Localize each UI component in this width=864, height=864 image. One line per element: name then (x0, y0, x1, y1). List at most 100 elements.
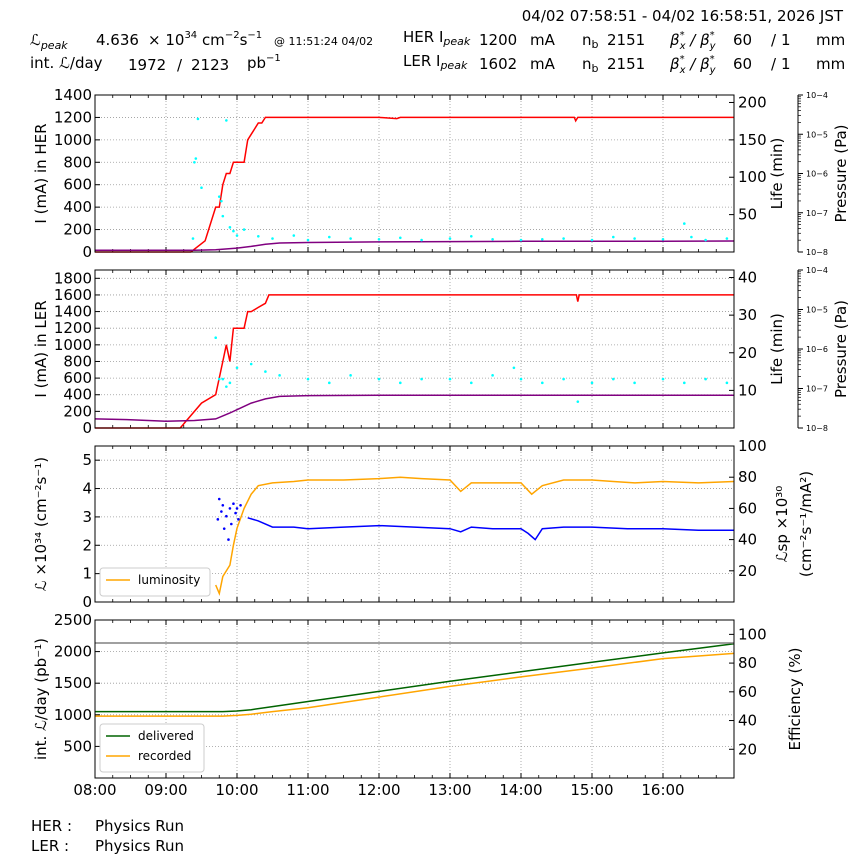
status-her: HER : Physics Run (31, 817, 184, 835)
y-tick-label: 3 (82, 508, 92, 526)
series-recorded (95, 652, 735, 717)
x-tick-label: 14:00 (499, 781, 542, 799)
y-tick-label: 0 (82, 593, 92, 611)
point-specific_scatter (217, 497, 221, 501)
ler-beta-x: 60 (733, 55, 752, 73)
int-lumi-unit: pb−1 (247, 53, 281, 72)
ler-beta-label: β* x / β* y (669, 54, 717, 76)
luminosity_panel: 0 1 2 3 4 5 20 40 60 80 100 ℒ ×10³⁴ (cm⁻²s⁻¹) ℒsp ×1… (32, 437, 815, 611)
point-life (235, 366, 239, 370)
integrated_panel: 500 1000 1500 2000 2500 20 40 60 80 100 int. ℒ/day… (32, 611, 804, 799)
y-tick-label: 1000 (54, 336, 92, 354)
point-life (683, 381, 686, 385)
y-tick-label: 1200 (54, 319, 92, 337)
pressure-tick-label: 10−5 (806, 130, 828, 139)
point-life (448, 377, 452, 381)
point-life (576, 400, 580, 403)
y-tick-label: 200 (63, 402, 92, 420)
point-life (242, 228, 246, 231)
her-beta-unit: mm (816, 31, 845, 49)
x-tick-label: 11:00 (286, 781, 329, 799)
y2-tick-label: 20 (738, 344, 757, 362)
y2-tick-label: 200 (738, 93, 767, 111)
status-ler: LER : Physics Run (31, 837, 184, 855)
y-tick-label: 400 (63, 198, 92, 216)
y-tick-label: 1800 (54, 269, 92, 287)
point-life (704, 377, 707, 381)
point-life (491, 237, 494, 241)
point-life (704, 238, 707, 242)
point-life (292, 234, 296, 237)
y-tick-label: 800 (63, 352, 92, 370)
point-specific_scatter (235, 507, 239, 510)
point-life (633, 237, 636, 240)
point-life (264, 370, 267, 373)
point-life (541, 381, 544, 385)
y2-tick-label: 60 (738, 683, 757, 701)
y2-axis-label-unit: (cm⁻²s⁻¹/mA²) (797, 471, 815, 577)
y2-axis-label: Life (min) (768, 138, 786, 210)
legend: delivered recorded (99, 723, 205, 773)
ler-beta-unit: mm (816, 55, 845, 73)
y2-tick-label: 50 (738, 206, 757, 224)
y-axis-label: I (mA) in LER (32, 300, 50, 397)
point-specific_scatter (222, 527, 226, 530)
point-life (420, 238, 423, 242)
point-life (194, 157, 198, 160)
point-life (491, 374, 494, 377)
point-life (217, 195, 221, 198)
x-tick-label: 13:00 (428, 781, 471, 799)
y2-tick-label: 40 (738, 712, 757, 730)
y-tick-label: 2000 (54, 643, 92, 661)
ler-beta-y: 1 (781, 55, 791, 73)
her-beta-y: 1 (781, 31, 791, 49)
peak-lumi-value: 4.636 (96, 31, 139, 49)
y2-tick-label: 20 (738, 562, 757, 580)
point-life (191, 237, 195, 240)
peak-lumi-unit: × 1034 cm−2s−1 (148, 30, 262, 49)
point-life (541, 237, 544, 241)
point-specific_scatter (239, 503, 242, 507)
point-life (306, 238, 310, 242)
point-life (725, 381, 729, 385)
point-life (217, 377, 221, 381)
x-tick-label: 08:00 (73, 781, 116, 799)
point-life (399, 236, 402, 240)
ler-current-label: LER Ipeak (403, 52, 468, 72)
legend-label-delivered: delivered (138, 729, 194, 743)
int-lumi-sep: / (177, 56, 183, 74)
y-axis-label: ℒ ×10³⁴ (cm⁻²s⁻¹) (32, 457, 50, 591)
pressure-tick-label: 10−8 (806, 424, 828, 433)
y-tick-label: 0 (82, 419, 92, 437)
ler-current-unit: mA (530, 55, 556, 73)
y-axis-label: int. ℒ/day (pb⁻¹) (32, 638, 50, 760)
y-tick-label: 5 (82, 451, 92, 469)
point-life (377, 237, 381, 241)
point-life (328, 381, 331, 385)
summary-header: 04/02 07:58:51 - 04/02 16:58:51, 2026 JS… (30, 7, 845, 76)
legend-label-recorded: recorded (138, 749, 191, 763)
plot-frame (94, 619, 735, 779)
point-specific_scatter (221, 503, 225, 507)
point-life (225, 385, 228, 388)
point-life (633, 381, 636, 385)
point-specific_scatter (228, 507, 232, 510)
y2-tick-label: 10 (738, 381, 757, 399)
point-life (257, 235, 260, 238)
point-life (221, 377, 225, 381)
pressure-tick-label: 10−6 (806, 170, 828, 179)
y2-axis-label: Efficiency (%) (786, 648, 804, 751)
status-ring-label: HER : (31, 817, 73, 835)
x-tick-label: 15:00 (570, 781, 613, 799)
series-delivered (95, 643, 735, 713)
point-life (562, 377, 565, 381)
point-life (420, 377, 423, 381)
point-life (519, 377, 523, 381)
status-ring-label: LER : (31, 837, 70, 855)
her_panel: 0 200 400 600 800 1000 1200 1400 50 100 150 200 I (m… (32, 86, 850, 261)
status-mode: Physics Run (95, 837, 185, 855)
x-tick-label: 09:00 (144, 781, 187, 799)
her-nb-value: 2151 (607, 31, 645, 49)
y2-tick-label: 80 (738, 654, 757, 672)
